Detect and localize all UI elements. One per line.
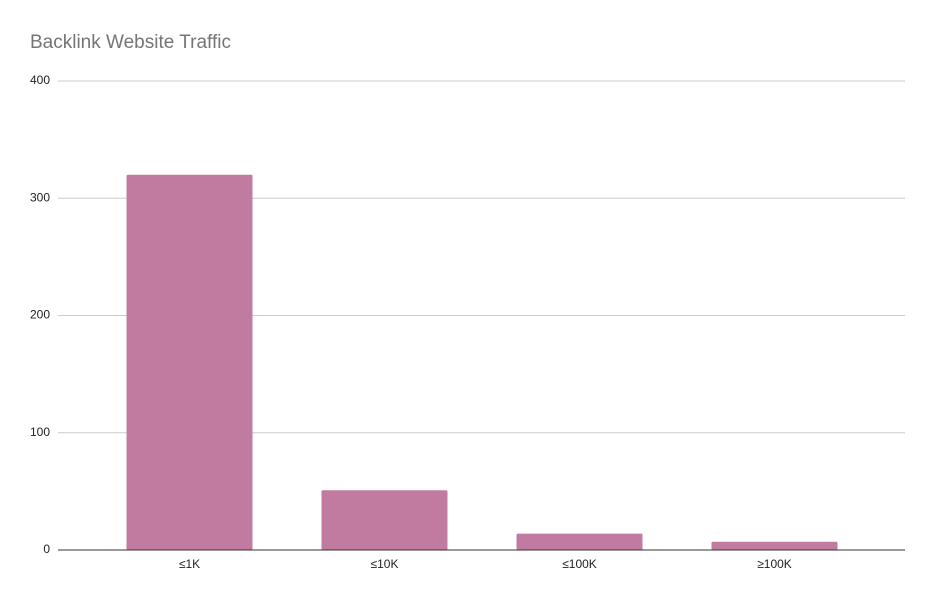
- chart-title: Backlink Website Traffic: [30, 32, 231, 53]
- y-tick-label: 300: [30, 190, 50, 204]
- bar: [321, 490, 448, 550]
- x-tick-label: ≤1K: [179, 557, 200, 571]
- bar: [711, 541, 838, 550]
- y-tick-label: 100: [30, 425, 50, 439]
- x-tick-label: ≤100K: [562, 557, 597, 571]
- y-tick-label: 400: [30, 73, 50, 87]
- bar: [516, 533, 643, 550]
- bar: [126, 174, 253, 551]
- y-tick-label: 0: [43, 542, 50, 556]
- y-tick-label: 200: [30, 308, 50, 322]
- x-tick-label: ≤10K: [371, 557, 399, 571]
- x-tick-label: ≥100K: [757, 557, 792, 571]
